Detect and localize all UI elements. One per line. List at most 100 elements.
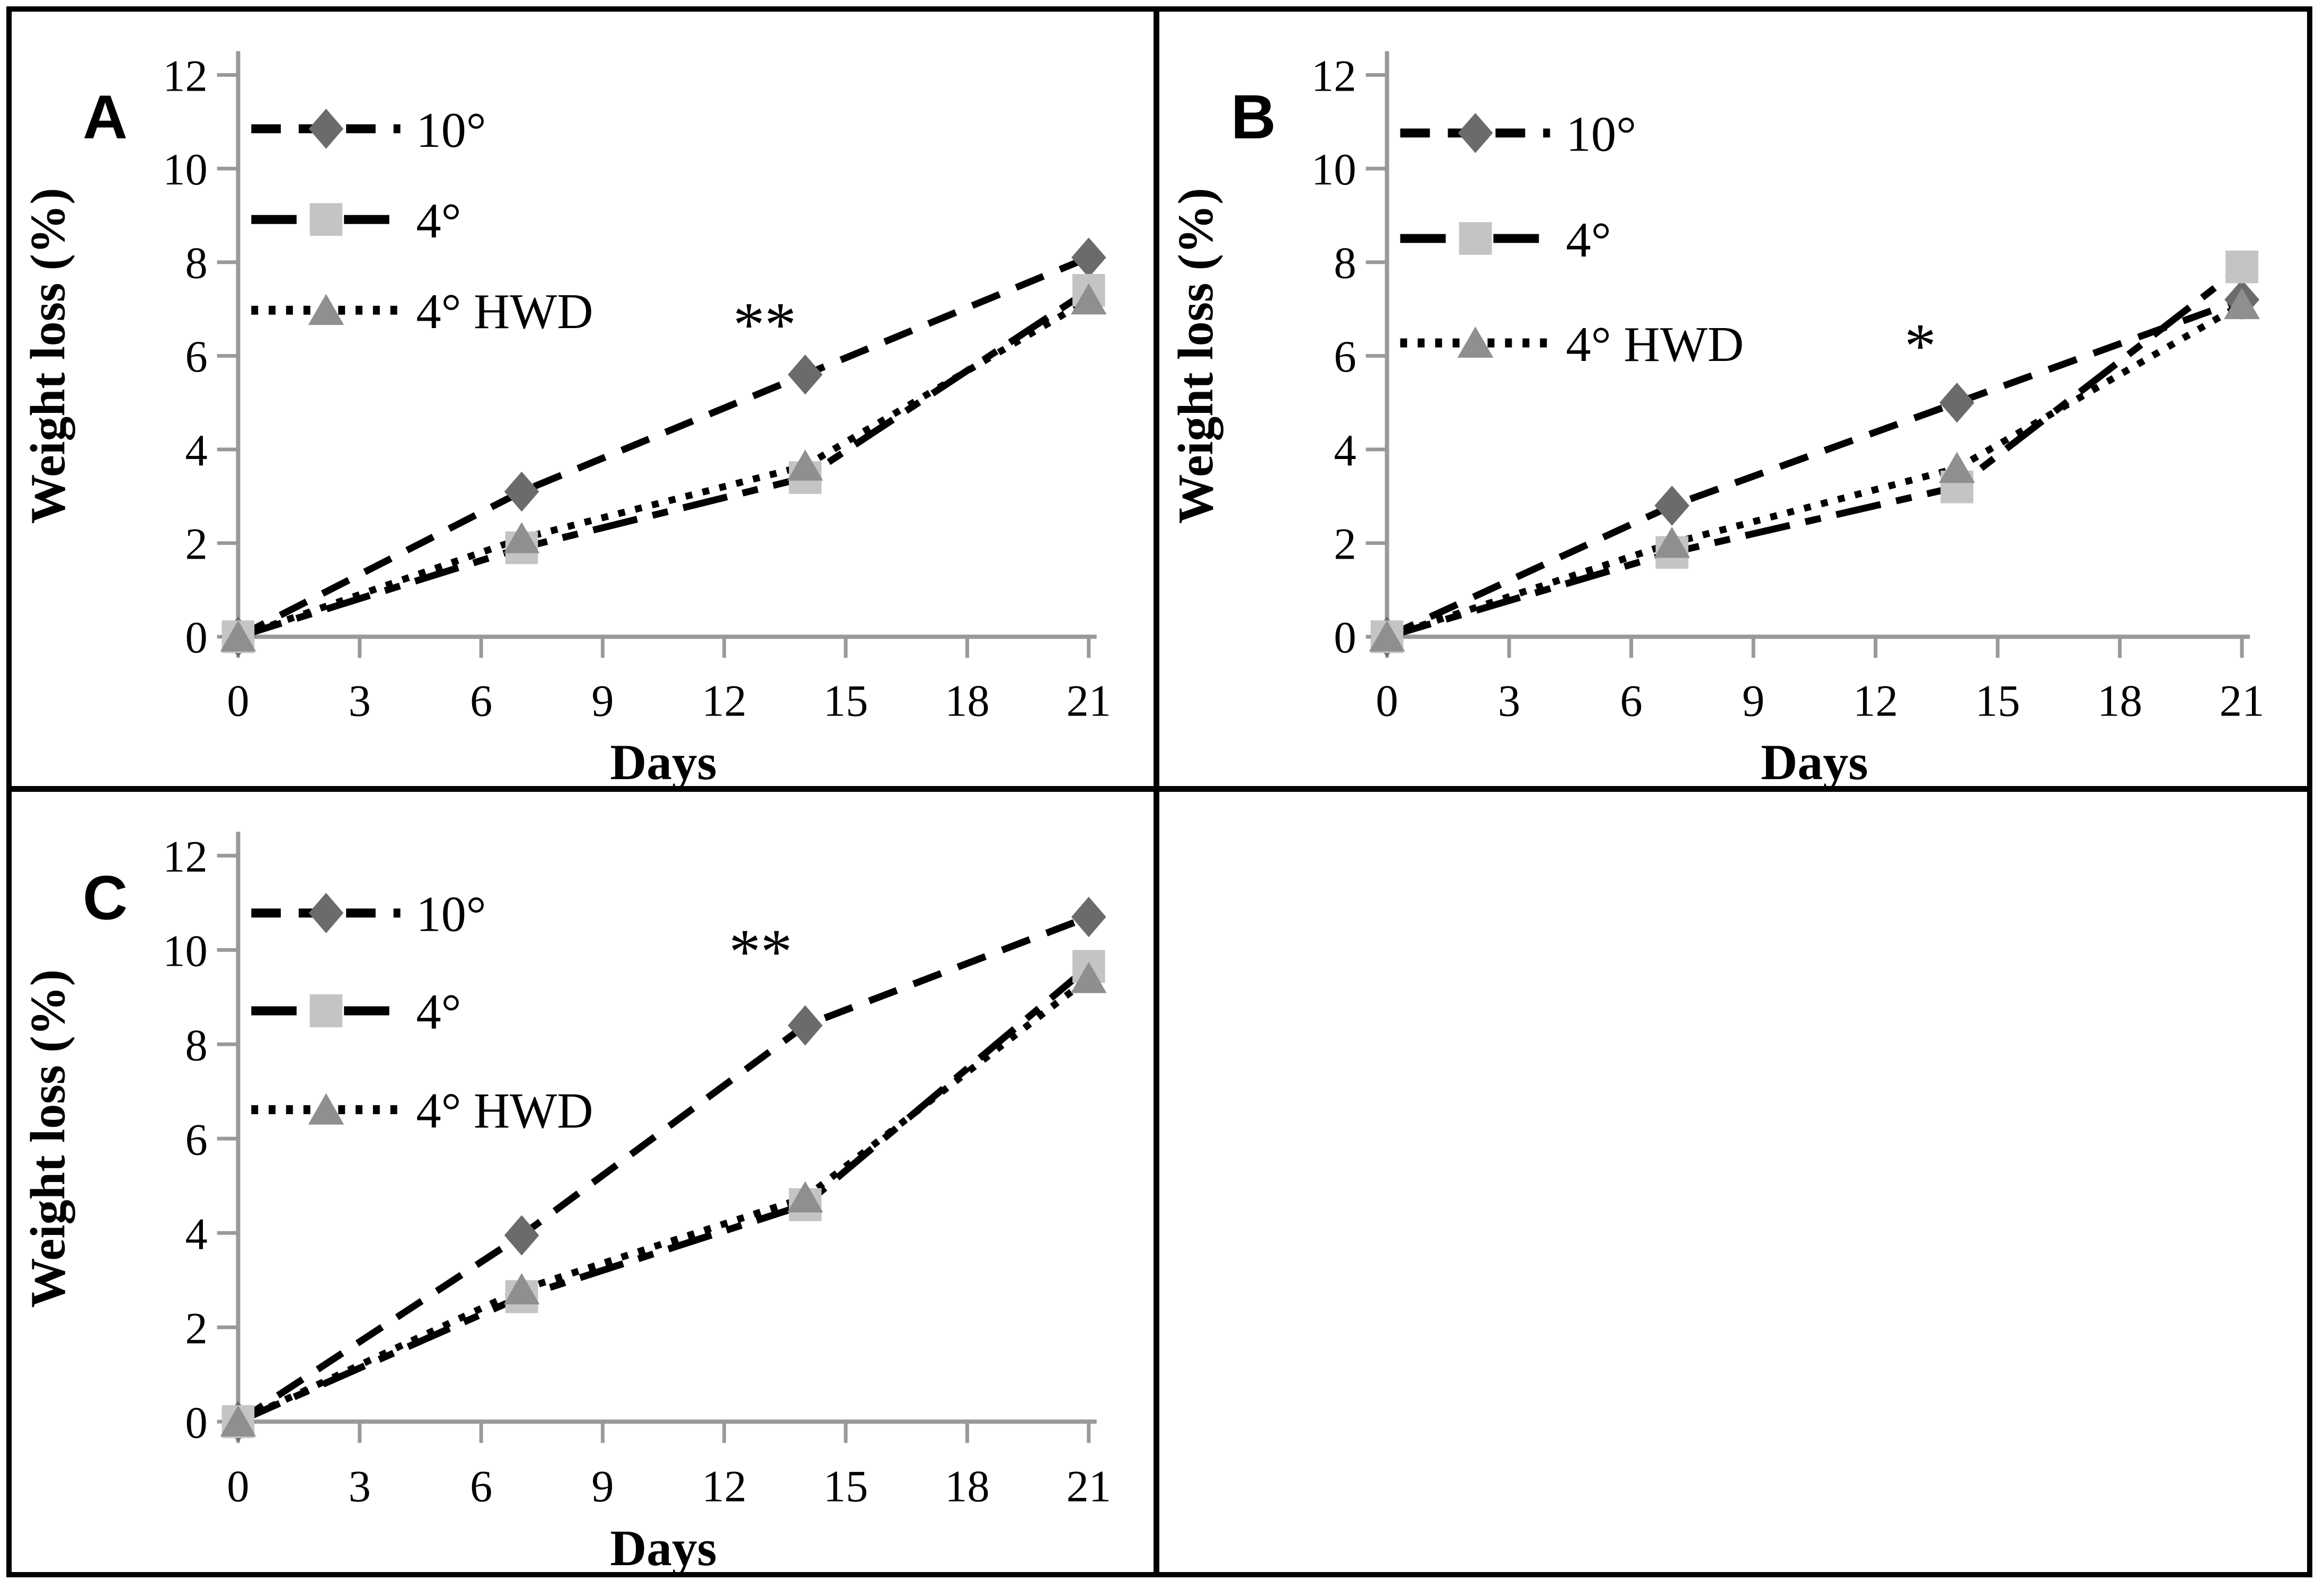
data-point-triangle (220, 620, 256, 652)
y-axis-title: Weight loss (%) (21, 969, 76, 1308)
data-point-diamond (787, 1005, 823, 1046)
x-tick-label: 15 (1975, 676, 2020, 726)
y-tick-label: 6 (185, 1115, 208, 1164)
panel-letter: C (83, 862, 128, 933)
legend-label: 10° (416, 103, 486, 158)
legend-marker-diamond (1458, 113, 1493, 153)
x-axis-title: Days (610, 1520, 716, 1572)
panel-cell-a: 0 2 4 6 8 10 12 0 3 6 9 12 15 18 21 Days Weight loss (%)… (12, 12, 1159, 792)
panel-letter: B (1231, 82, 1276, 152)
data-point-diamond (1071, 896, 1106, 938)
legend-item: 4° (251, 193, 461, 249)
x-tick-label: 9 (591, 677, 614, 726)
legend-label: 4° HWD (416, 1082, 593, 1138)
legend-item: 4° (251, 984, 461, 1040)
significance-annotation: ** (733, 290, 796, 360)
chart-panel-b: 0 2 4 6 8 10 12 0 3 6 9 12 15 18 21 Days Weight loss (%)… (1168, 51, 2265, 786)
x-tick-label: 9 (591, 1461, 614, 1511)
y-tick-label: 0 (185, 613, 208, 663)
legend-marker-square (309, 203, 343, 236)
y-tick-label: 8 (1334, 239, 1356, 288)
data-point-triangle (1070, 283, 1107, 315)
panel-cell-c: 0 2 4 6 8 10 12 0 3 6 9 12 15 18 21 Days Weight loss (%)… (12, 792, 1159, 1572)
series-line-triangle (237, 296, 1091, 640)
data-point-diamond (504, 471, 539, 512)
data-point-triangle (1369, 620, 1405, 652)
legend-marker-triangle (308, 1093, 344, 1125)
legend-item: 4° (1400, 213, 1611, 268)
panel-letter: A (83, 82, 128, 152)
x-tick-label: 21 (1066, 1461, 1111, 1511)
series-line-square (1386, 264, 2245, 640)
legend-item: 10° (251, 886, 486, 942)
data-point-triangle (787, 449, 823, 481)
y-tick-label: 6 (185, 332, 208, 382)
significance-annotation: * (1904, 311, 1936, 381)
data-point-square (2225, 250, 2259, 284)
data-point-triangle (503, 522, 540, 553)
y-tick-label: 4 (1334, 426, 1356, 475)
legend-label: 10° (416, 886, 486, 942)
legend-label: 10° (1566, 107, 1636, 162)
legend-item: 4° HWD (251, 284, 593, 339)
data-point-diamond (1654, 485, 1690, 526)
legend-marker-square (1459, 222, 1492, 255)
x-tick-label: 6 (1620, 676, 1642, 726)
x-tick-label: 0 (227, 1461, 249, 1511)
y-tick-label: 10 (163, 145, 207, 195)
x-tick-label: 0 (227, 677, 249, 726)
y-axis-title: Weight loss (%) (21, 188, 75, 524)
x-tick-label: 0 (1376, 676, 1398, 726)
x-tick-label: 3 (349, 677, 371, 726)
y-tick-label: 10 (1311, 145, 1356, 195)
x-tick-label: 12 (702, 677, 747, 726)
legend-item: 4° HWD (251, 1082, 593, 1139)
y-tick-label: 8 (185, 1020, 208, 1070)
data-point-triangle (503, 1273, 540, 1305)
legend-marker-square (309, 994, 343, 1028)
series-line-square (236, 964, 1091, 1425)
legend-marker-diamond (308, 109, 344, 149)
y-tick-label: 12 (163, 832, 207, 881)
chart-panel-c: 0 2 4 6 8 10 12 0 3 6 9 12 15 18 21 Days Weight loss (%)… (21, 832, 1111, 1572)
legend-label: 4° HWD (1566, 317, 1744, 372)
x-tick-label: 6 (470, 1461, 492, 1511)
data-point-triangle (1654, 526, 1690, 558)
data-point-diamond (787, 354, 823, 395)
data-point-triangle (787, 1181, 823, 1213)
y-tick-label: 6 (1334, 332, 1356, 382)
chart-panel-a: 0 2 4 6 8 10 12 0 3 6 9 12 15 18 21 Days Weight loss (%)… (21, 51, 1111, 786)
data-point-diamond (504, 1215, 539, 1256)
y-tick-label: 2 (185, 1303, 208, 1353)
x-tick-label: 3 (349, 1461, 371, 1511)
y-tick-label: 0 (185, 1398, 208, 1447)
legend-marker-triangle (1457, 326, 1494, 358)
x-tick-label: 18 (945, 677, 989, 726)
y-tick-label: 4 (185, 1209, 208, 1259)
legend-label: 4° (416, 193, 461, 249)
x-tick-label: 9 (1742, 676, 1764, 726)
panel-cell-b: 0 2 4 6 8 10 12 0 3 6 9 12 15 18 21 Days Weight loss (%)… (1159, 12, 2307, 792)
series-line-diamond (1385, 296, 2243, 640)
x-tick-label: 15 (823, 1461, 868, 1511)
y-tick-label: 12 (163, 51, 207, 101)
legend-item: 10° (1400, 107, 1636, 162)
legend-label: 4° HWD (416, 284, 593, 339)
data-point-diamond (1071, 237, 1106, 278)
significance-annotation: ** (729, 916, 792, 987)
series-line-triangle (236, 975, 1091, 1425)
y-tick-label: 8 (185, 239, 208, 288)
x-tick-label: 18 (945, 1461, 989, 1511)
y-tick-label: 0 (1334, 613, 1356, 663)
x-tick-label: 6 (470, 677, 492, 726)
data-point-triangle (2224, 288, 2260, 320)
legend-item: 10° (251, 103, 486, 158)
x-tick-label: 12 (1853, 676, 1898, 726)
x-tick-label: 3 (1498, 676, 1520, 726)
y-tick-label: 2 (1334, 519, 1356, 569)
legend-label: 4° (416, 984, 461, 1040)
data-point-triangle (220, 1405, 256, 1437)
series-line-diamond (236, 913, 1090, 1425)
x-tick-label: 18 (2097, 676, 2142, 726)
legend-marker-triangle (308, 294, 344, 325)
